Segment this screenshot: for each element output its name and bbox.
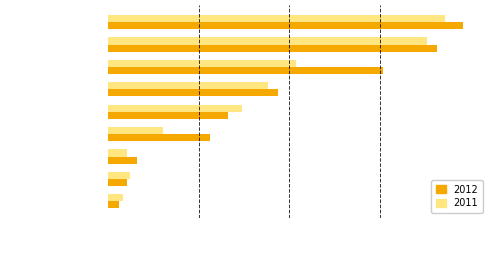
Bar: [108, 15, 445, 22]
Bar: [108, 60, 296, 67]
Bar: [108, 22, 463, 29]
Bar: [108, 89, 279, 97]
Bar: [108, 194, 123, 201]
Bar: [108, 201, 119, 209]
Bar: [108, 82, 268, 89]
Legend: 2012, 2011: 2012, 2011: [431, 180, 483, 213]
Bar: [108, 105, 242, 112]
Bar: [108, 179, 127, 186]
Bar: [108, 67, 383, 74]
Bar: [108, 37, 426, 44]
Bar: [108, 172, 130, 179]
Bar: [108, 149, 127, 156]
Bar: [108, 134, 210, 141]
Bar: [108, 156, 138, 164]
Bar: [108, 44, 437, 52]
Bar: [108, 112, 228, 119]
Bar: [108, 127, 163, 134]
